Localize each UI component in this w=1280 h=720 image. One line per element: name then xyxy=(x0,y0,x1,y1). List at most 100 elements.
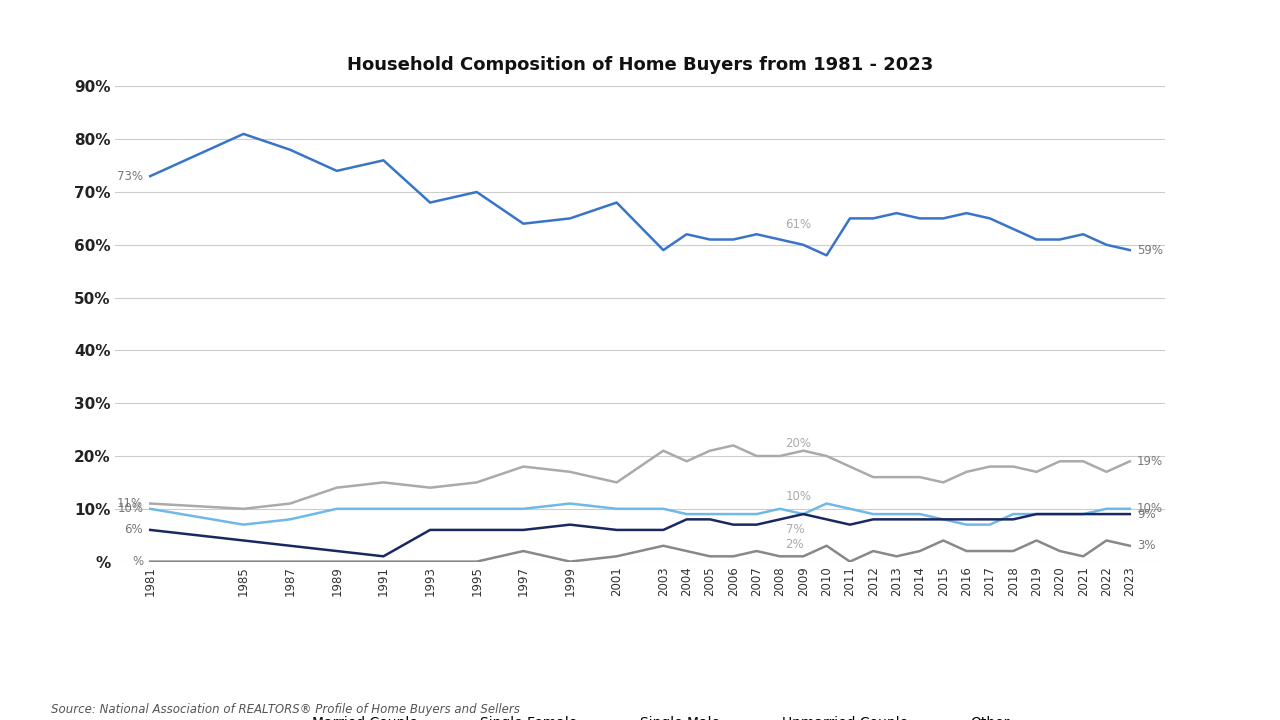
Single Female xyxy=(749,451,764,460)
Other xyxy=(376,557,392,566)
Married Couple xyxy=(749,230,764,238)
Single Male xyxy=(703,510,718,518)
Unmarried Couple xyxy=(959,515,974,523)
Unmarried Couple xyxy=(749,521,764,529)
Single Female xyxy=(609,478,625,487)
Single Female xyxy=(1006,462,1021,471)
Unmarried Couple xyxy=(703,515,718,523)
Other xyxy=(1029,536,1044,545)
Married Couple xyxy=(1123,246,1138,254)
Single Male xyxy=(726,510,741,518)
Unmarried Couple xyxy=(562,521,577,529)
Line: Other: Other xyxy=(150,541,1130,562)
Other xyxy=(772,552,787,561)
Single Male xyxy=(772,505,787,513)
Unmarried Couple xyxy=(1006,515,1021,523)
Unmarried Couple xyxy=(609,526,625,534)
Single Male xyxy=(329,505,344,513)
Single Female xyxy=(888,473,904,482)
Single Male xyxy=(749,510,764,518)
Single Female xyxy=(936,478,951,487)
Single Male xyxy=(609,505,625,513)
Single Female xyxy=(142,499,157,508)
Single Male xyxy=(959,521,974,529)
Unmarried Couple xyxy=(726,521,741,529)
Single Female xyxy=(283,499,298,508)
Other xyxy=(283,557,298,566)
Unmarried Couple xyxy=(1075,510,1091,518)
Single Female xyxy=(1075,457,1091,466)
Single Male xyxy=(936,515,951,523)
Unmarried Couple xyxy=(283,541,298,550)
Married Couple xyxy=(422,198,438,207)
Other xyxy=(888,552,904,561)
Single Male xyxy=(468,505,484,513)
Married Couple xyxy=(236,130,251,138)
Married Couple xyxy=(982,214,997,222)
Single Male xyxy=(1098,505,1114,513)
Unmarried Couple xyxy=(142,526,157,534)
Single Male xyxy=(1006,510,1021,518)
Single Male xyxy=(982,521,997,529)
Single Female xyxy=(726,441,741,450)
Other xyxy=(1123,541,1138,550)
Single Female xyxy=(1098,467,1114,476)
Unmarried Couple xyxy=(376,552,392,561)
Married Couple xyxy=(772,235,787,244)
Other xyxy=(329,557,344,566)
Other xyxy=(422,557,438,566)
Single Female xyxy=(562,467,577,476)
Other xyxy=(842,557,858,566)
Married Couple xyxy=(1029,235,1044,244)
Single Female xyxy=(913,473,928,482)
Other xyxy=(1052,546,1068,555)
Unmarried Couple xyxy=(516,526,531,534)
Single Female xyxy=(959,467,974,476)
Unmarried Couple xyxy=(1098,510,1114,518)
Single Female xyxy=(468,478,484,487)
Married Couple xyxy=(283,145,298,154)
Married Couple xyxy=(865,214,881,222)
Other xyxy=(959,546,974,555)
Married Couple xyxy=(1006,225,1021,233)
Married Couple xyxy=(726,235,741,244)
Text: 9%: 9% xyxy=(1137,508,1156,521)
Single Female xyxy=(1052,457,1068,466)
Married Couple xyxy=(376,156,392,165)
Married Couple xyxy=(842,214,858,222)
Other xyxy=(1006,546,1021,555)
Text: 2%: 2% xyxy=(786,538,804,551)
Married Couple xyxy=(936,214,951,222)
Single Male xyxy=(865,510,881,518)
Married Couple xyxy=(468,188,484,197)
Title: Household Composition of Home Buyers from 1981 - 2023: Household Composition of Home Buyers fro… xyxy=(347,55,933,73)
Line: Single Female: Single Female xyxy=(150,446,1130,509)
Text: %: % xyxy=(132,555,143,568)
Married Couple xyxy=(1052,235,1068,244)
Text: 10%: 10% xyxy=(118,503,143,516)
Unmarried Couple xyxy=(982,515,997,523)
Married Couple xyxy=(609,198,625,207)
Married Couple xyxy=(562,214,577,222)
Married Couple xyxy=(796,240,812,249)
Single Male xyxy=(283,515,298,523)
Other xyxy=(516,546,531,555)
Single Female xyxy=(865,473,881,482)
Unmarried Couple xyxy=(772,515,787,523)
Other xyxy=(678,546,694,555)
Single Female xyxy=(842,462,858,471)
Legend: Married Couple, Single Female, Single Male, Unmarried Couple, Other: Married Couple, Single Female, Single Ma… xyxy=(265,710,1015,720)
Unmarried Couple xyxy=(468,526,484,534)
Married Couple xyxy=(142,172,157,181)
Unmarried Couple xyxy=(329,546,344,555)
Text: 10%: 10% xyxy=(1137,503,1162,516)
Single Male xyxy=(142,505,157,513)
Single Male xyxy=(796,510,812,518)
Unmarried Couple xyxy=(655,526,671,534)
Single Male xyxy=(516,505,531,513)
Single Female xyxy=(516,462,531,471)
Single Female xyxy=(703,446,718,455)
Other xyxy=(726,552,741,561)
Single Female xyxy=(772,451,787,460)
Married Couple xyxy=(1098,240,1114,249)
